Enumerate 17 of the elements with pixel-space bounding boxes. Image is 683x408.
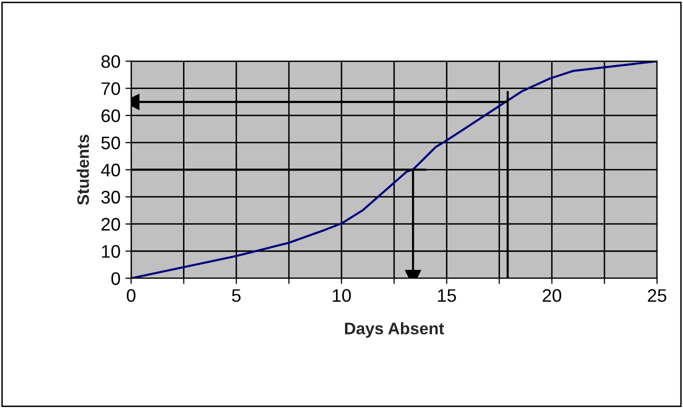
- x-tick-label: 15: [438, 289, 456, 302]
- x-tick-label: 20: [542, 289, 562, 302]
- y-tick-label: 80: [101, 55, 120, 68]
- y-tick-label: 10: [102, 245, 120, 258]
- y-tick-label: 40: [101, 164, 120, 176]
- y-tick-label: 20: [102, 218, 120, 231]
- x-tick-label: 10: [332, 289, 351, 302]
- y-tick-label: 50: [101, 136, 120, 150]
- y-tick-label: 70: [102, 82, 120, 96]
- x-tick-label: 0: [126, 289, 136, 302]
- x-axis-title: Days Absent: [345, 322, 444, 338]
- y-tick-label: 0: [111, 272, 120, 285]
- y-tick-label: 60: [102, 109, 120, 122]
- y-axis-title: Students: [76, 134, 90, 205]
- x-tick-label: 25: [648, 289, 666, 302]
- y-tick-label: 30: [101, 190, 120, 204]
- x-tick-label: 5: [232, 289, 241, 302]
